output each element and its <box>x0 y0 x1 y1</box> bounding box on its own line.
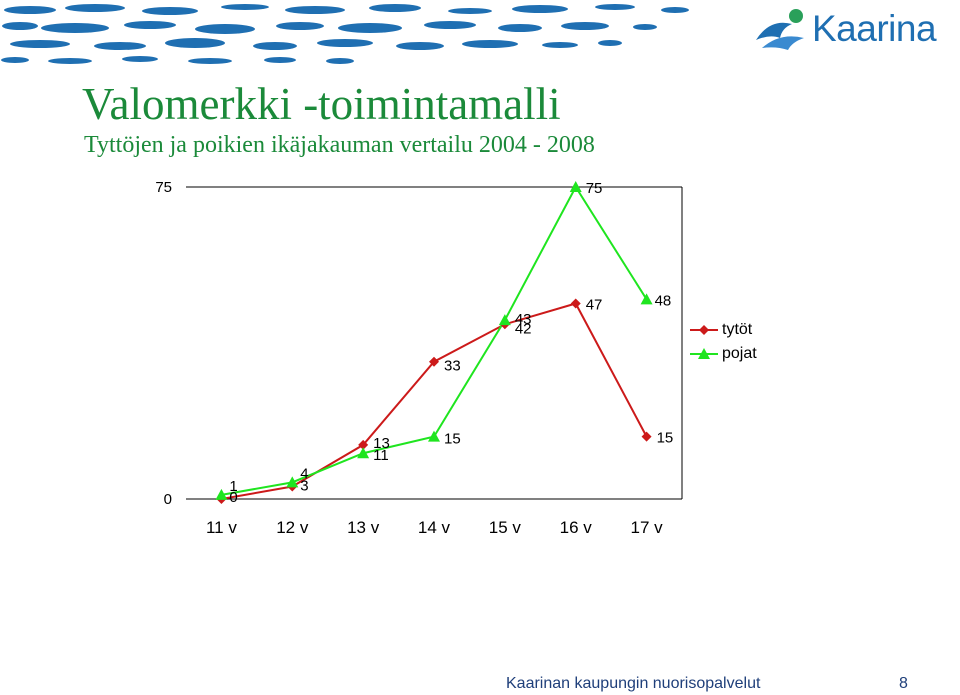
footer-text: Kaarinan kaupungin nuorisopalvelut <box>506 675 761 692</box>
data-point-triangle <box>640 293 653 305</box>
data-point-diamond <box>570 298 581 309</box>
x-tick-label: 11 v <box>206 518 237 537</box>
wave-logo-icon <box>756 9 804 50</box>
x-tick-label: 15 v <box>489 518 522 537</box>
y-tick-label: 75 <box>155 179 172 196</box>
data-label: 4 <box>300 465 308 482</box>
data-point-triangle <box>428 430 440 442</box>
data-point-triangle <box>357 447 370 459</box>
data-point-triangle <box>286 476 299 488</box>
page-subtitle: Tyttöjen ja poikien ikäjakauman vertailu… <box>84 132 595 158</box>
x-tick-label: 16 v <box>560 518 593 537</box>
legend-item-pojat: pojat <box>690 342 757 366</box>
legend-diamond-icon <box>690 325 718 335</box>
data-label: 11 <box>373 447 389 464</box>
series-lines <box>221 185 648 500</box>
data-labels: 0 3 13 33 42 47 15 1 4 11 15 43 75 48 <box>229 180 673 506</box>
kaarina-logo: Kaarina <box>752 4 960 52</box>
data-label: 3 <box>300 478 308 495</box>
series-markers <box>215 181 653 504</box>
data-label: 15 <box>444 431 461 448</box>
data-label: 13 <box>373 435 390 452</box>
data-label: 47 <box>586 296 603 313</box>
chart-legend: tytöt pojat <box>690 318 757 366</box>
data-label: 48 <box>655 292 672 309</box>
legend-item-tytot: tytöt <box>690 318 757 342</box>
legend-triangle-icon <box>690 348 718 359</box>
x-tick-label: 13 v <box>347 518 380 537</box>
legend-label-tytot: tytöt <box>722 321 753 338</box>
data-point-triangle <box>498 314 511 326</box>
legend-label-pojat: pojat <box>722 345 757 362</box>
page-title: Valomerkki -toimintamalli <box>82 79 561 129</box>
series-line-0 <box>221 302 648 500</box>
data-point-diamond <box>641 431 652 442</box>
data-label: 15 <box>657 430 674 447</box>
y-tick-label: 0 <box>164 491 172 508</box>
data-label: 43 <box>515 311 532 328</box>
data-point-diamond <box>358 439 369 450</box>
data-label: 42 <box>515 320 532 337</box>
x-tick-label: 14 v <box>418 518 451 537</box>
data-point-triangle <box>215 488 228 500</box>
page-number: 8 <box>899 675 908 692</box>
data-label: 0 <box>229 489 237 506</box>
logo-wordmark: Kaarina <box>812 8 937 49</box>
series-line-1 <box>221 185 648 496</box>
data-label: 1 <box>229 478 237 495</box>
x-tick-label: 17 v <box>631 518 664 537</box>
chart-axes: 0 75 11 v 12 v 13 v 14 v 15 v 16 v 17 v <box>155 179 683 537</box>
x-tick-label: 12 v <box>276 518 309 537</box>
data-label: 75 <box>586 180 603 197</box>
brush-stroke-decoration <box>1 4 689 64</box>
data-label: 33 <box>444 358 461 375</box>
data-point-triangle <box>569 181 582 192</box>
data-point-diamond <box>429 356 439 367</box>
